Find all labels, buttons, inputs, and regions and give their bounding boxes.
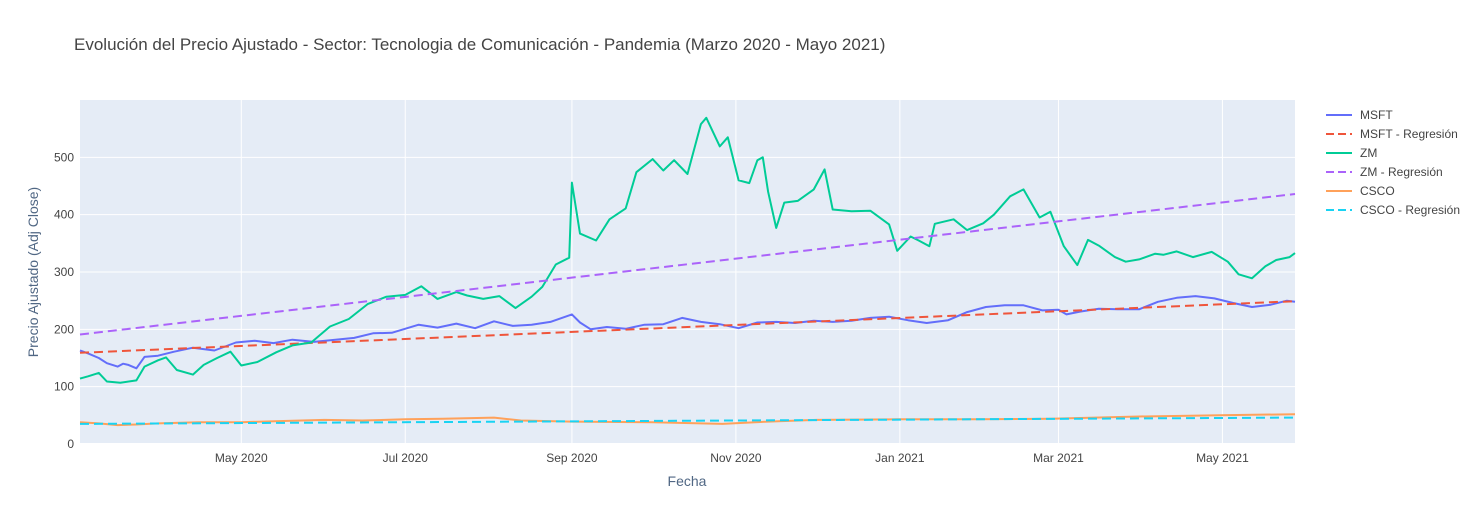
legend-label: CSCO: [1360, 184, 1395, 198]
y-tick-label: 0: [67, 437, 74, 451]
x-tick-label: May 2021: [1196, 451, 1249, 465]
legend-item[interactable]: MSFT - Regresión: [1326, 127, 1458, 141]
x-tick-label: May 2020: [215, 451, 268, 465]
legend-label: CSCO - Regresión: [1360, 203, 1460, 217]
y-tick-label: 300: [54, 265, 74, 279]
x-axis-title: Fecha: [668, 473, 707, 489]
x-tick-label: Jan 2021: [875, 451, 925, 465]
legend-item[interactable]: MSFT: [1326, 108, 1393, 122]
grid: [80, 100, 1295, 445]
series-line-zm-regresi-n: [79, 193, 1296, 336]
legend[interactable]: MSFT MSFT - Regresión ZM ZM - Regresión CSCO…: [1326, 108, 1460, 217]
legend-label: ZM: [1360, 146, 1377, 160]
y-axis-title: Precio Ajustado (Adj Close): [25, 187, 41, 357]
x-tick-label: Nov 2020: [710, 451, 762, 465]
tick-labels: May 2020 Jul 2020 Sep 2020 Nov 2020 Jan 2021…: [54, 150, 1249, 465]
legend-label: MSFT - Regresión: [1360, 127, 1458, 141]
x-tick-label: Jul 2020: [383, 451, 429, 465]
series-layer: [79, 116, 1296, 427]
legend-item[interactable]: ZM: [1326, 146, 1377, 160]
y-tick-label: 500: [54, 150, 74, 164]
chart-title: Evolución del Precio Ajustado - Sector: …: [74, 35, 885, 54]
x-tick-label: Mar 2021: [1033, 451, 1084, 465]
y-tick-label: 200: [54, 322, 74, 336]
y-tick-label: 400: [54, 208, 74, 222]
legend-label: MSFT: [1360, 108, 1393, 122]
y-tick-label: 100: [54, 380, 74, 394]
series-line-csco-regresi-n: [79, 416, 1296, 425]
series-line-zm: [79, 116, 1296, 384]
legend-item[interactable]: ZM - Regresión: [1326, 165, 1443, 179]
legend-item[interactable]: CSCO: [1326, 184, 1395, 198]
x-tick-label: Sep 2020: [546, 451, 598, 465]
legend-item[interactable]: CSCO - Regresión: [1326, 203, 1460, 217]
legend-label: ZM - Regresión: [1360, 165, 1443, 179]
series-line-msft: [79, 295, 1296, 370]
series-line-msft-regresi-n: [79, 300, 1296, 354]
